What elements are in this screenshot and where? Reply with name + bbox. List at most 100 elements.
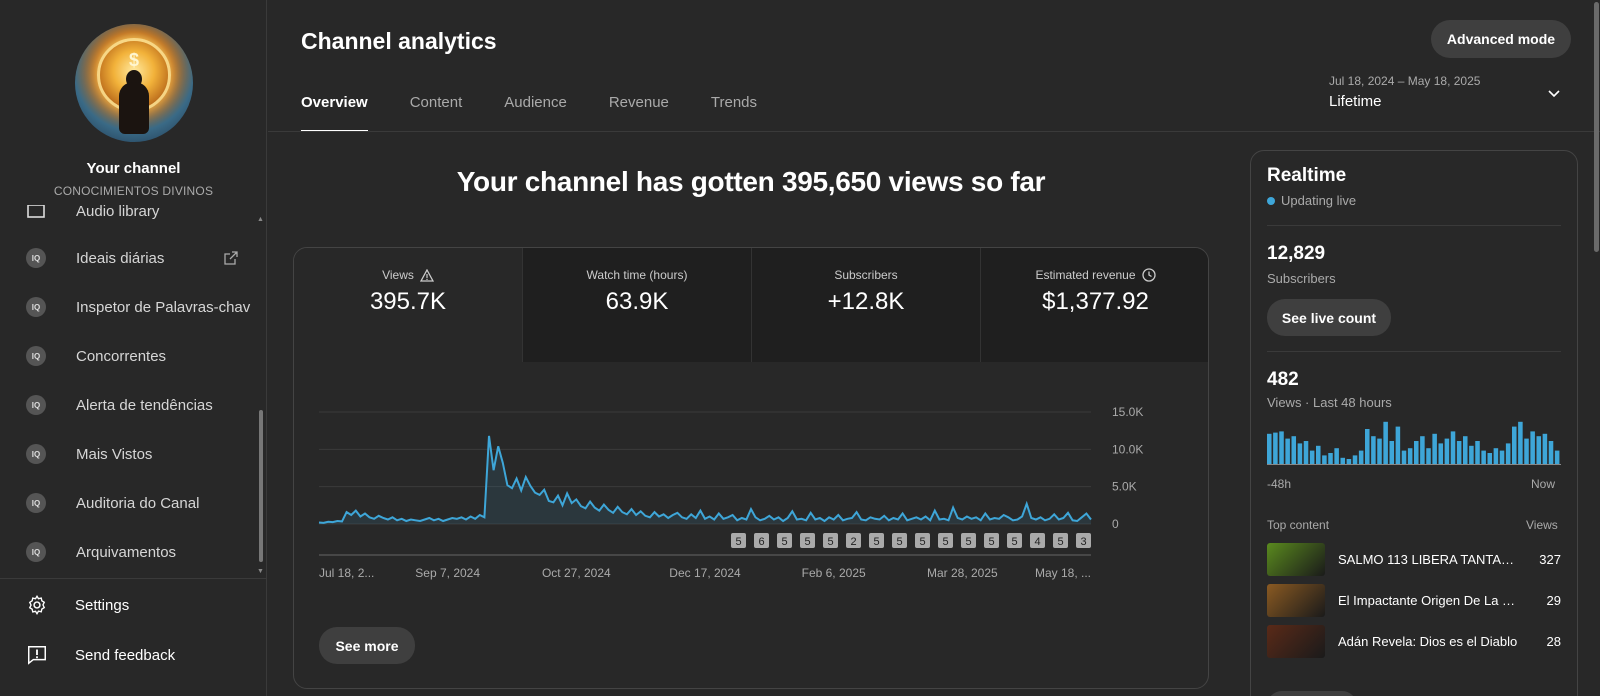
y-tick-label: 5.0K [1112, 480, 1137, 494]
scroll-down-arrow-icon[interactable]: ▼ [257, 568, 264, 575]
sidebar-item-alerta[interactable]: IQ Alerta de tendências [0, 385, 262, 425]
realtime-views-label: Views · Last 48 hours [1267, 395, 1392, 410]
metric-value: 63.9K [605, 288, 669, 315]
top-content-item[interactable]: El Impactante Origen De La Religión 29 [1267, 584, 1561, 620]
realtime-subscribers-value: 12,829 [1267, 243, 1326, 264]
video-thumbnail[interactable] [1267, 543, 1325, 576]
realtime-bar [1518, 421, 1523, 465]
realtime-bar [1334, 448, 1339, 465]
realtime-bar [1401, 450, 1407, 465]
sidebar-scrollbar[interactable] [259, 410, 263, 562]
see-more-button[interactable]: See more [319, 627, 415, 664]
realtime-bar [1267, 433, 1272, 465]
channel-avatar[interactable]: $ [75, 24, 193, 142]
realtime-card: Realtime Updating live 12,829 Subscriber… [1250, 150, 1578, 696]
feedback-icon [28, 646, 46, 665]
page-scrollbar[interactable] [1593, 0, 1600, 696]
tab-audience[interactable]: Audience [504, 94, 567, 111]
metric-views[interactable]: Views 395.7K [294, 248, 523, 362]
y-tick-label: 0 [1112, 517, 1119, 531]
metric-watch-time[interactable]: Watch time (hours) 63.9K [523, 248, 752, 362]
tab-revenue[interactable]: Revenue [608, 94, 669, 111]
your-channel-label[interactable]: Your channel [86, 160, 181, 177]
realtime-bar [1322, 455, 1327, 465]
sidebar-item-auditoria[interactable]: IQ Auditoria do Canal [0, 483, 262, 523]
sidebar: $ Your channel CONOCIMIENTOS DIVINOS Aud… [0, 0, 267, 696]
realtime-bar [1346, 459, 1352, 465]
realtime-bar [1377, 438, 1382, 465]
metric-label: Views [382, 268, 414, 282]
realtime-bar [1383, 421, 1388, 465]
sidebar-item-inspetor[interactable]: IQ Inspetor de Palavras-chav [0, 287, 262, 327]
see-more-realtime-button[interactable] [1267, 691, 1357, 696]
video-thumbnail[interactable] [1267, 584, 1325, 617]
top-content-views-label: Views [1526, 518, 1558, 532]
sidebar-item-arquivamentos[interactable]: IQ Arquivamentos [0, 532, 262, 572]
page-scrollbar-thumb[interactable] [1594, 2, 1599, 252]
sidebar-item-audio-library[interactable]: Audio library [0, 205, 262, 231]
video-thumbnail[interactable] [1267, 625, 1325, 658]
tab-content[interactable]: Content [409, 94, 463, 111]
realtime-subscribers-label: Subscribers [1267, 271, 1336, 286]
realtime-bar [1420, 436, 1425, 465]
realtime-bar-chart[interactable] [1267, 417, 1561, 465]
realtime-bar [1542, 433, 1548, 465]
top-content-item[interactable]: SALMO 113 LIBERA TANTAS BENDICIONES 327 [1267, 543, 1561, 579]
see-live-count-button[interactable]: See live count [1267, 299, 1391, 336]
divider [1267, 351, 1561, 352]
chevron-down-icon[interactable] [1546, 86, 1562, 102]
advanced-mode-button[interactable]: Advanced mode [1431, 20, 1571, 58]
overview-card: Views 395.7K Watch time (hours) 63.9K Su… [293, 247, 1209, 689]
upload-marker [869, 533, 884, 548]
video-views: 327 [1539, 552, 1561, 567]
sidebar-item-label: Mais Vistos [76, 445, 153, 463]
metric-label: Subscribers [834, 268, 898, 282]
sidebar-item-concorrentes[interactable]: IQ Concorrentes [0, 336, 262, 376]
realtime-bar [1444, 438, 1450, 465]
upload-marker-label: 5 [827, 536, 833, 548]
sidebar-item-label: Ideais diárias [76, 249, 165, 267]
upload-marker [800, 533, 815, 548]
views-area [319, 435, 1091, 524]
realtime-bar [1554, 450, 1560, 465]
settings-button[interactable]: Settings [0, 585, 262, 625]
upload-marker [1030, 533, 1045, 548]
upload-marker [984, 533, 999, 548]
sidebar-footer: Settings Send feedback [0, 578, 267, 696]
realtime-title: Realtime [1267, 165, 1347, 186]
date-range[interactable]: Jul 18, 2024 – May 18, 2025 [1329, 74, 1481, 88]
sidebar-item-ideais-diarias[interactable]: IQ Ideais diárias [0, 238, 262, 278]
upload-marker-label: 3 [1080, 536, 1086, 548]
top-content-item[interactable]: Adán Revela: Dios es el Diablo 28 [1267, 625, 1561, 661]
video-title[interactable]: SALMO 113 LIBERA TANTAS BENDICIONES [1338, 552, 1518, 567]
upload-marker-label: 5 [988, 536, 994, 548]
date-preset-label[interactable]: Lifetime [1329, 93, 1382, 110]
metric-subscribers[interactable]: Subscribers +12.8K [752, 248, 981, 362]
upload-marker [731, 533, 746, 548]
video-views: 29 [1546, 593, 1561, 608]
tab-overview[interactable]: Overview [301, 92, 368, 132]
scroll-up-arrow-icon[interactable]: ▲ [257, 216, 264, 223]
tab-trends[interactable]: Trends [710, 94, 758, 111]
realtime-bar [1328, 453, 1333, 465]
realtime-bar [1512, 426, 1517, 465]
metric-revenue[interactable]: Estimated revenue $1,377.92 [981, 248, 1208, 362]
send-feedback-button[interactable]: Send feedback [0, 635, 262, 675]
x-tick-label: May 18, ... [1035, 566, 1091, 580]
video-title[interactable]: El Impactante Origen De La Religión [1338, 593, 1518, 608]
top-content-label: Top content [1267, 518, 1330, 532]
upload-marker [1076, 533, 1091, 548]
realtime-bar [1524, 438, 1529, 465]
realtime-bar [1303, 441, 1309, 465]
upload-marker-label: 5 [804, 536, 810, 548]
realtime-bar [1438, 443, 1444, 465]
sidebar-item-mais-vistos[interactable]: IQ Mais Vistos [0, 434, 262, 474]
channel-name: CONOCIMIENTOS DIVINOS [53, 184, 214, 198]
views-headline: Your channel has gotten 395,650 views so… [456, 166, 1046, 197]
realtime-bar [1505, 443, 1511, 465]
views-line-chart[interactable]: 15.0K 10.0K 5.0K 0 5 6 5 5 5 2 5 5 5 5 5 5 5 4 5 3 Jul 18, 2… [294, 362, 1209, 592]
page-title: Channel analytics [301, 28, 497, 54]
divider [1267, 225, 1561, 226]
video-title[interactable]: Adán Revela: Dios es el Diablo [1338, 634, 1518, 649]
upload-marker [892, 533, 907, 548]
